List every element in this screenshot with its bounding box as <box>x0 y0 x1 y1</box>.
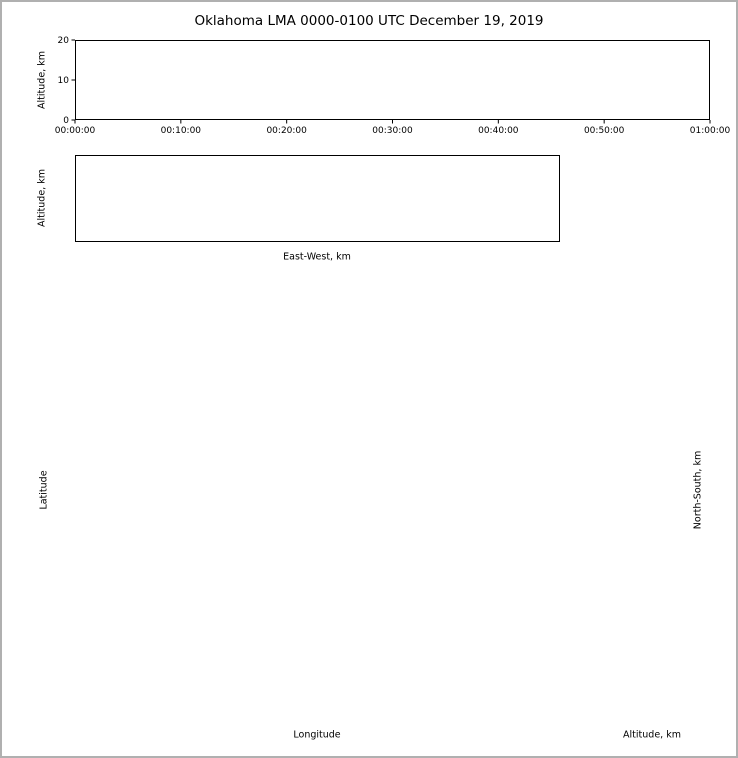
svg-text:00:00:00: 00:00:00 <box>55 126 96 136</box>
svg-text:00:30:00: 00:30:00 <box>372 126 413 136</box>
svg-text:00:10:00: 00:10:00 <box>161 126 202 136</box>
svg-text:00:40:00: 00:40:00 <box>478 126 519 136</box>
svg-text:00:50:00: 00:50:00 <box>584 126 625 136</box>
svg-text:10: 10 <box>58 76 70 86</box>
x-axis-label-ns-panel: Altitude, km <box>623 729 681 741</box>
svg-text:00:20:00: 00:20:00 <box>266 126 307 136</box>
x-axis-label-map-longitude: Longitude <box>293 729 341 741</box>
figure-title: Oklahoma LMA 0000-0100 UTC December 19, … <box>194 13 544 29</box>
x-axis-label-ew-panel: East-West, km <box>283 251 351 263</box>
svg-text:20: 20 <box>58 36 70 46</box>
svg-text:0: 0 <box>63 116 69 126</box>
svg-text:01:00:00: 01:00:00 <box>690 126 731 136</box>
